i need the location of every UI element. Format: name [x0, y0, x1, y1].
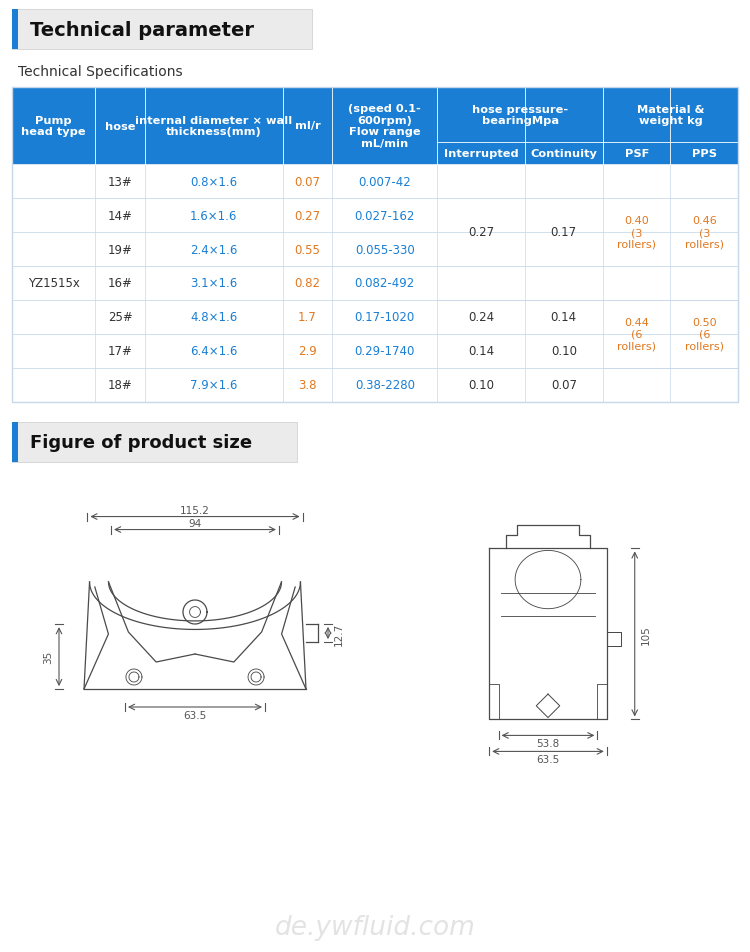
Text: 7.9×1.6: 7.9×1.6 [190, 379, 238, 392]
Text: 25#: 25# [108, 311, 133, 325]
Text: 0.8×1.6: 0.8×1.6 [190, 175, 238, 188]
Text: Technical parameter: Technical parameter [30, 21, 254, 39]
Text: 0.55: 0.55 [295, 244, 320, 256]
Text: 6.4×1.6: 6.4×1.6 [190, 346, 238, 358]
Text: 0.10: 0.10 [550, 346, 577, 358]
Bar [12, 165, 738, 199]
Text: 53.8: 53.8 [536, 739, 560, 748]
Bar [12, 232, 738, 267]
Bar [12, 10, 18, 50]
Text: 0.29-1740: 0.29-1740 [355, 346, 415, 358]
Text: 14#: 14# [108, 209, 133, 222]
Text: 3.8: 3.8 [298, 379, 316, 392]
Text: ml/r: ml/r [295, 121, 320, 131]
Text: 0.17: 0.17 [550, 227, 577, 239]
Text: 2.4×1.6: 2.4×1.6 [190, 244, 238, 256]
Text: 0.07: 0.07 [295, 175, 320, 188]
Text: de.ywfluid.com: de.ywfluid.com [274, 914, 476, 940]
Text: 0.007-42: 0.007-42 [358, 175, 411, 188]
Bar [12, 10, 312, 50]
Text: internal diameter × wall
thickness(mm): internal diameter × wall thickness(mm) [135, 115, 292, 137]
Text: Technical Specifications: Technical Specifications [18, 65, 183, 79]
Text: 17#: 17# [108, 346, 133, 358]
Bar [12, 423, 297, 463]
Text: 0.44
(6
rollers): 0.44 (6 rollers) [617, 318, 656, 351]
Text: 0.082-492: 0.082-492 [355, 277, 415, 290]
Text: 1.6×1.6: 1.6×1.6 [190, 209, 238, 222]
Text: 0.055-330: 0.055-330 [355, 244, 415, 256]
Text: 4.8×1.6: 4.8×1.6 [190, 311, 238, 325]
Text: 63.5: 63.5 [183, 710, 206, 721]
Bar [12, 267, 738, 301]
Text: 0.40
(3
rollers): 0.40 (3 rollers) [617, 216, 656, 249]
Text: hose pressure-
bearingMpa: hose pressure- bearingMpa [472, 105, 568, 127]
Text: 16#: 16# [108, 277, 133, 290]
Text: 115.2: 115.2 [180, 505, 210, 515]
Text: 1.7: 1.7 [298, 311, 316, 325]
Text: 3.1×1.6: 3.1×1.6 [190, 277, 238, 290]
Text: 18#: 18# [108, 379, 133, 392]
Text: 13#: 13# [108, 175, 133, 188]
Bar [12, 368, 738, 403]
Text: Material &
weight kg: Material & weight kg [637, 105, 704, 127]
Text: 0.17-1020: 0.17-1020 [355, 311, 415, 325]
Text: Interrupted: Interrupted [444, 149, 518, 159]
Text: 0.27: 0.27 [468, 227, 494, 239]
Bar [12, 199, 738, 232]
Bar [12, 88, 738, 165]
Text: Continuity: Continuity [530, 149, 597, 159]
Text: 19#: 19# [108, 244, 133, 256]
Text: 0.46
(3
rollers): 0.46 (3 rollers) [685, 216, 724, 249]
Text: 0.07: 0.07 [550, 379, 577, 392]
Bar [12, 301, 738, 335]
Text: 0.14: 0.14 [468, 346, 494, 358]
Bar [12, 88, 738, 403]
Text: 0.38-2280: 0.38-2280 [355, 379, 415, 392]
Text: 0.50
(6
rollers): 0.50 (6 rollers) [685, 318, 724, 351]
Text: 105: 105 [640, 625, 651, 645]
Text: 0.027-162: 0.027-162 [355, 209, 415, 222]
Text: hose: hose [105, 121, 136, 131]
Text: 63.5: 63.5 [536, 755, 560, 764]
Text: 0.14: 0.14 [550, 311, 577, 325]
Text: Pump
head type: Pump head type [22, 115, 86, 137]
Text: 0.27: 0.27 [295, 209, 320, 222]
Text: 35: 35 [43, 650, 53, 664]
Bar [12, 335, 738, 368]
Text: 12.7: 12.7 [334, 622, 344, 645]
Text: 0.82: 0.82 [295, 277, 320, 290]
Text: 94: 94 [188, 518, 202, 528]
Bar [12, 423, 18, 463]
Text: PPS: PPS [692, 149, 717, 159]
Text: YZ1515x: YZ1515x [28, 277, 80, 290]
Text: 0.10: 0.10 [468, 379, 494, 392]
Text: PSF: PSF [625, 149, 649, 159]
Text: (speed 0.1-
600rpm)
Flow range
mL/min: (speed 0.1- 600rpm) Flow range mL/min [349, 104, 422, 149]
Text: 0.24: 0.24 [468, 311, 494, 325]
Text: Figure of product size: Figure of product size [30, 433, 252, 451]
Text: 2.9: 2.9 [298, 346, 316, 358]
